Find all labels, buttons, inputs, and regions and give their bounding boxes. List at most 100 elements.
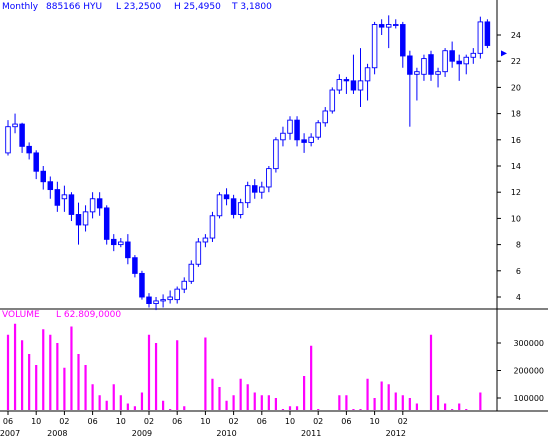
candle <box>110 234 117 252</box>
x-axis: 06 10 02 06 10 02 06 10 02 06 10 02 06 10 02 2007 2008 20… <box>0 411 408 438</box>
volume-bar <box>133 406 136 410</box>
candle-body <box>350 80 357 91</box>
volume-bar <box>98 395 101 410</box>
volume-bar <box>444 403 447 410</box>
candle <box>160 294 166 308</box>
year-label: 2008 <box>47 429 67 438</box>
price-tick-label: 6 <box>516 267 521 276</box>
candle <box>273 137 279 173</box>
candle <box>82 205 89 232</box>
volume-bar <box>317 409 320 410</box>
candle <box>301 133 307 153</box>
candle <box>385 15 392 49</box>
volume-bar <box>465 409 468 410</box>
candle-body <box>343 79 350 82</box>
candle-body <box>280 132 286 141</box>
year-label: 2007 <box>0 429 20 438</box>
candle <box>230 194 237 219</box>
candle-body <box>110 238 117 246</box>
volume-bar <box>380 381 383 410</box>
candle <box>484 19 491 49</box>
header-t: T 3,1800 <box>231 2 272 12</box>
candle-body <box>118 241 124 246</box>
candle-body <box>216 194 223 217</box>
last-price-marker-icon <box>501 50 507 57</box>
candle <box>336 74 343 94</box>
candle <box>421 54 427 81</box>
volume-bar <box>345 395 348 410</box>
volume-tick-label: 200000 <box>513 367 544 376</box>
candle <box>393 19 399 29</box>
candle-body <box>259 186 265 193</box>
candle <box>5 120 11 156</box>
x-tick-label: 06 <box>172 417 182 426</box>
volume-bar <box>429 334 433 410</box>
candle-body <box>470 52 477 58</box>
x-tick-label: 02 <box>144 417 154 426</box>
candle-body <box>167 296 173 301</box>
candle-body <box>477 21 484 54</box>
candle <box>202 234 209 248</box>
candle-body <box>315 122 321 138</box>
volume-bar <box>169 409 172 410</box>
year-label: 2010 <box>216 429 236 438</box>
volume-bar <box>253 392 256 410</box>
candle-body <box>125 241 131 259</box>
volume-bar <box>225 400 228 410</box>
x-tick-label: 06 <box>341 417 351 426</box>
x-tick-label: 10 <box>200 417 210 426</box>
candle-body <box>266 168 272 188</box>
volume-bar <box>394 392 397 410</box>
volume-bar <box>183 406 186 410</box>
volume-bar <box>479 392 482 410</box>
candle <box>287 116 293 140</box>
volume-bar <box>338 395 341 410</box>
volume-bar <box>84 365 87 410</box>
volume-bar <box>303 376 306 410</box>
candle-body <box>287 119 293 134</box>
x-tick-label: 06 <box>3 417 13 426</box>
candle <box>68 192 75 222</box>
candle <box>54 181 61 212</box>
candle-body <box>12 123 18 128</box>
candle-body <box>103 207 110 240</box>
candle <box>456 54 462 81</box>
x-tick-label: 10 <box>31 417 41 426</box>
candle <box>407 50 413 127</box>
candle-body <box>421 58 427 75</box>
candle <box>89 192 96 219</box>
volume-bar <box>232 395 235 410</box>
candle <box>259 181 265 199</box>
candle <box>266 166 272 193</box>
candle <box>75 202 82 245</box>
x-tick-label: 06 <box>257 417 267 426</box>
candle-body <box>75 214 82 226</box>
volume-tick-label: 100000 <box>513 394 544 403</box>
volume-bar <box>21 340 24 410</box>
candle <box>237 198 244 219</box>
price-tick-label: 20 <box>511 83 521 92</box>
volume-bar <box>387 384 390 410</box>
volume-bar <box>63 367 66 410</box>
candle <box>251 179 258 199</box>
volume-bar <box>288 406 292 410</box>
volume-value: L 62.809,0000 <box>56 310 121 320</box>
volume-bar <box>6 334 10 410</box>
candle-body <box>19 123 25 147</box>
candle-body <box>385 24 392 28</box>
candle <box>216 192 223 219</box>
volume-bar <box>451 409 454 410</box>
candle <box>125 234 131 265</box>
candle <box>463 54 470 75</box>
volume-bar <box>239 378 242 410</box>
volume-bar <box>260 395 263 410</box>
price-tick-label: 18 <box>511 110 521 119</box>
candle <box>308 133 314 147</box>
candle-body <box>336 79 343 91</box>
x-tick-label: 02 <box>398 417 408 426</box>
volume-bar <box>204 337 207 410</box>
candle-body <box>378 24 385 28</box>
candle-body <box>449 50 455 62</box>
